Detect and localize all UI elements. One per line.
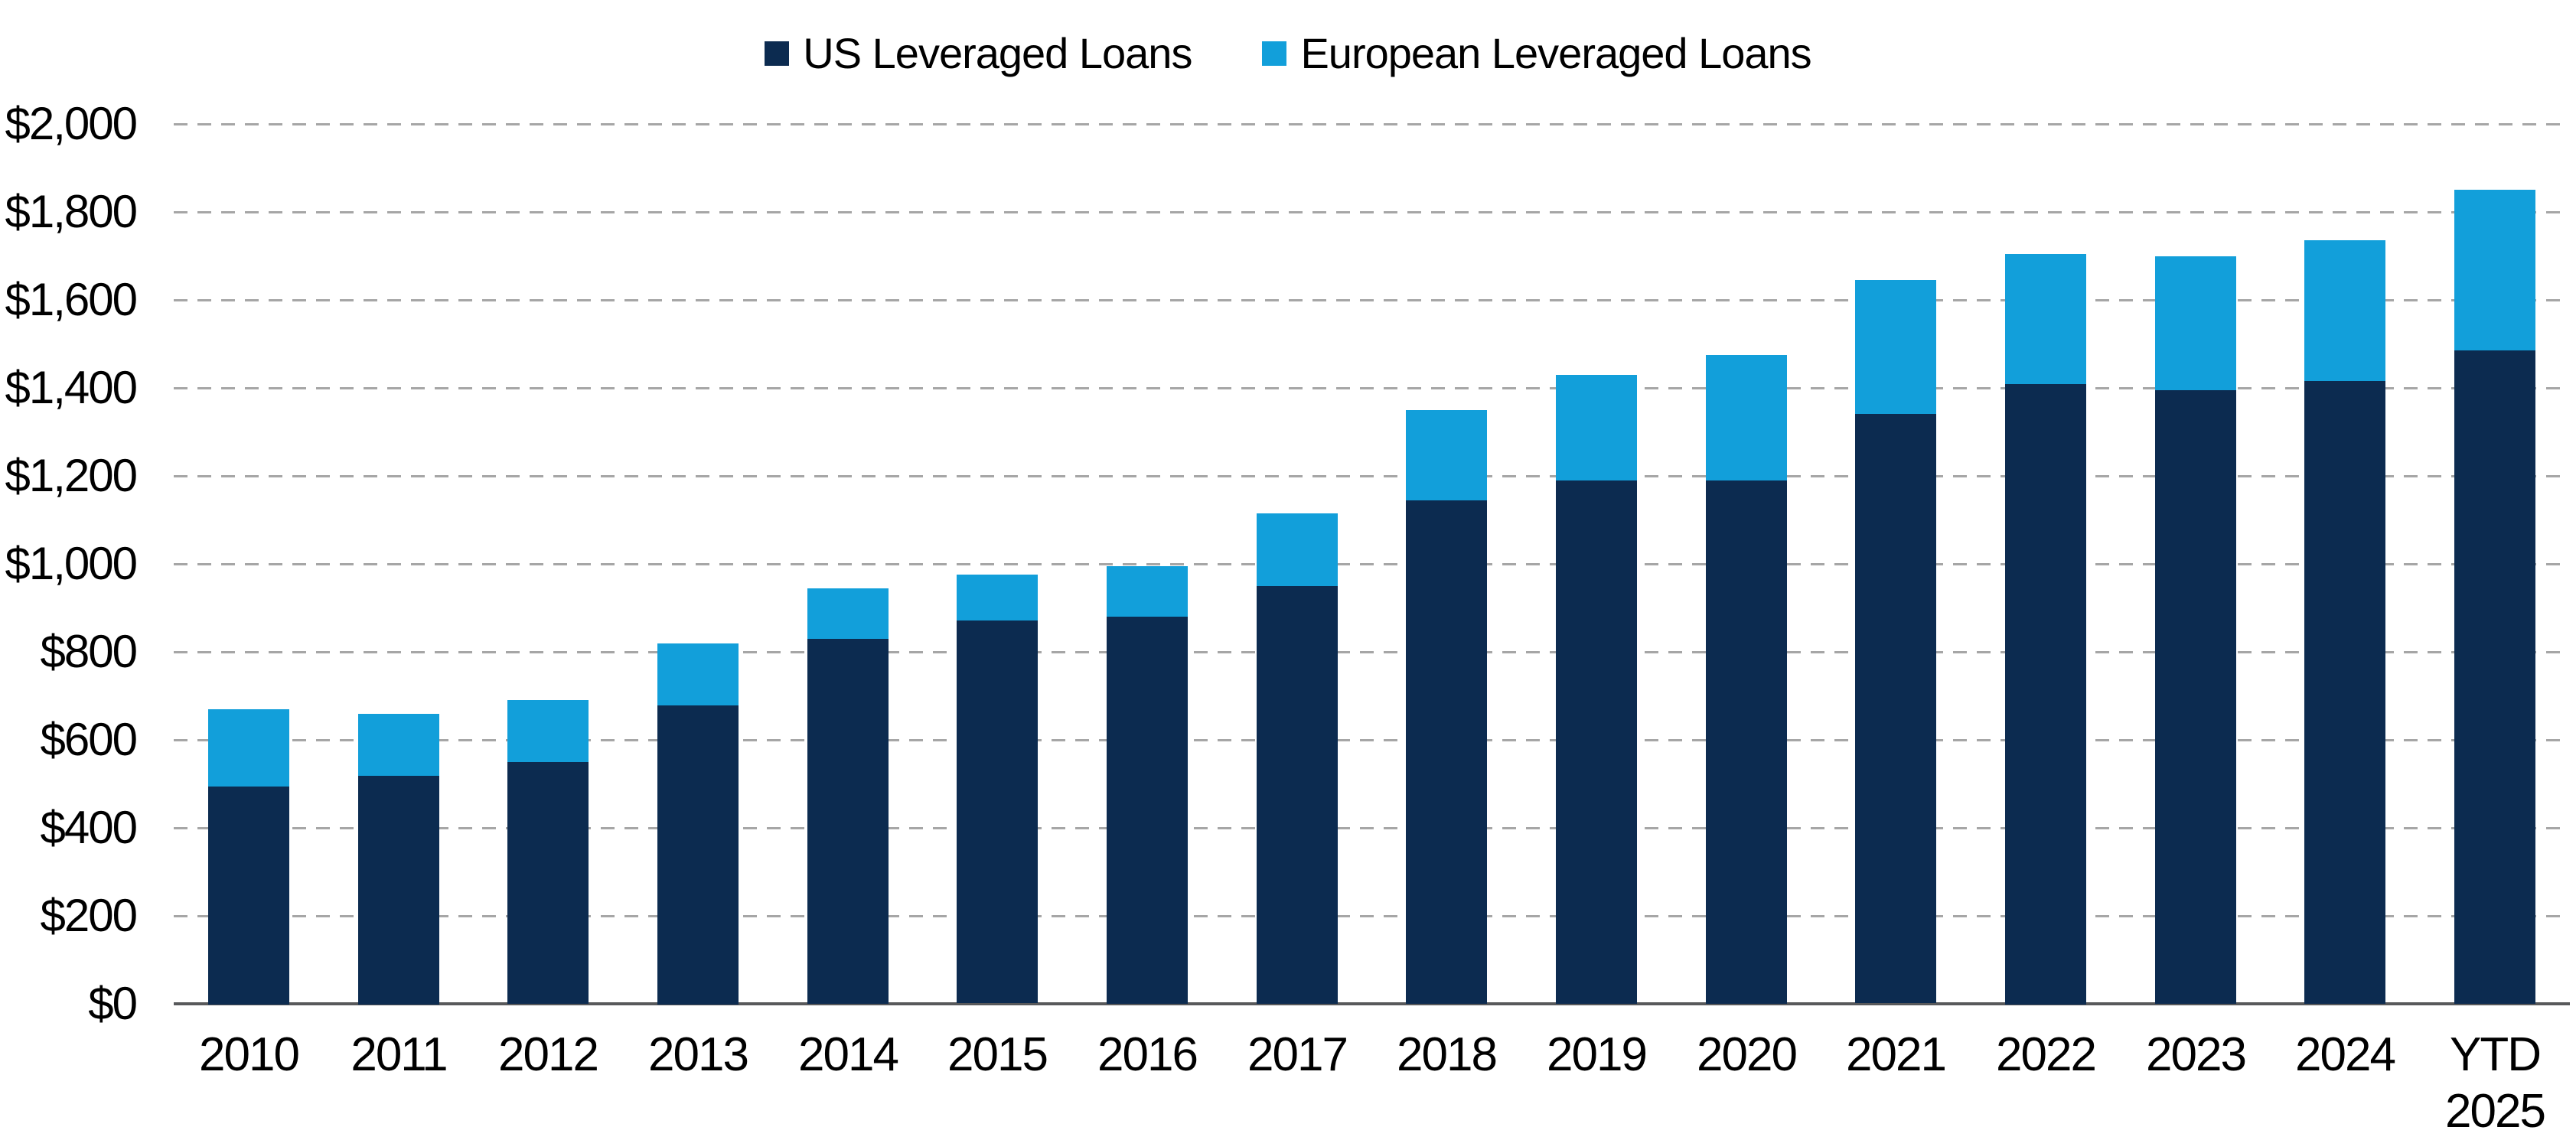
bar-segment-us (358, 776, 439, 1005)
bar-group-2014 (807, 588, 889, 1004)
y-tick-label-1600: $1,600 (5, 274, 138, 325)
bar-segment-us (1107, 617, 1188, 1004)
x-tick-label-2012: 2012 (498, 1028, 599, 1081)
bar-group-2017 (1257, 513, 1338, 1004)
bar-segment-european (208, 709, 289, 787)
legend-swatch-us (765, 41, 790, 66)
x-tick-label-2017: 2017 (1247, 1028, 1348, 1081)
gridline-200 (174, 914, 2570, 917)
bar-segment-european (1107, 566, 1188, 617)
legend-swatch-european (1262, 41, 1287, 66)
x-tick-label-ytd-2025: YTD 2025 (2445, 1028, 2546, 1138)
x-tick-label-2024: 2024 (2295, 1028, 2396, 1081)
x-tick-label-2014: 2014 (798, 1028, 899, 1081)
bar-group-2019 (1556, 375, 1637, 1004)
x-tick-label-2022: 2022 (1996, 1028, 2097, 1081)
y-tick-label-1400: $1,400 (5, 362, 138, 413)
bar-segment-us (1257, 586, 1338, 1004)
bar-group-2010 (208, 709, 289, 1005)
x-axis-line (174, 1002, 2570, 1005)
bar-segment-european (2454, 190, 2535, 350)
bar-group-2020 (1706, 355, 1787, 1004)
bar-segment-european (657, 643, 739, 705)
x-tick-label-2011: 2011 (351, 1028, 448, 1081)
bar-segment-european (957, 575, 1038, 620)
y-tick-label-600: $600 (40, 714, 138, 765)
x-tick-label-2010: 2010 (199, 1028, 300, 1081)
bar-segment-european (1855, 280, 1936, 414)
gridline-1000 (174, 562, 2570, 565)
gridline-1400 (174, 386, 2570, 389)
bar-group-2023 (2155, 256, 2236, 1004)
bar-segment-european (2304, 240, 2385, 381)
bar-group-2015 (957, 575, 1038, 1004)
bar-segment-us (2304, 381, 2385, 1004)
bar-group-2021 (1855, 280, 1936, 1004)
y-tick-label-800: $800 (40, 626, 138, 677)
gridline-1600 (174, 298, 2570, 301)
bar-group-2024 (2304, 240, 2385, 1004)
gridline-2000 (174, 122, 2570, 125)
bar-segment-us (1706, 480, 1787, 1004)
y-tick-label-2000: $2,000 (5, 98, 138, 149)
bar-group-2018 (1406, 410, 1487, 1004)
bar-segment-european (1706, 355, 1787, 480)
bar-segment-us (1406, 500, 1487, 1004)
x-tick-label-2023: 2023 (2146, 1028, 2247, 1081)
bar-segment-european (507, 700, 589, 762)
bar-segment-us (1556, 480, 1637, 1004)
x-tick-label-2019: 2019 (1547, 1028, 1648, 1081)
plot-area (174, 122, 2570, 1005)
bar-segment-european (1406, 410, 1487, 500)
bar-segment-european (2155, 256, 2236, 390)
x-tick-label-2018: 2018 (1397, 1028, 1498, 1081)
y-tick-label-400: $400 (40, 802, 138, 853)
bar-group-2016 (1107, 566, 1188, 1004)
gridline-800 (174, 650, 2570, 653)
y-tick-label-0: $0 (88, 978, 138, 1029)
bar-group-2013 (657, 643, 739, 1005)
bar-segment-us (807, 639, 889, 1004)
y-tick-label-200: $200 (40, 890, 138, 941)
bar-group-2022 (2005, 254, 2086, 1005)
legend-label-us: US Leveraged Loans (803, 29, 1192, 77)
y-tick-label-1000: $1,000 (5, 538, 138, 589)
gridline-600 (174, 738, 2570, 741)
legend: US Leveraged Loans European Leveraged Loa… (0, 31, 2576, 77)
bar-segment-us (1855, 414, 1936, 1003)
bar-segment-us (507, 762, 589, 1004)
bar-segment-european (807, 588, 889, 639)
y-tick-label-1200: $1,200 (5, 450, 138, 501)
legend-item-european: European Leveraged Loans (1262, 29, 1812, 77)
x-tick-label-2015: 2015 (947, 1028, 1048, 1081)
legend-item-us: US Leveraged Loans (765, 31, 1192, 77)
y-tick-label-1800: $1,800 (5, 186, 138, 237)
bar-segment-us (957, 620, 1038, 1003)
x-tick-label-2021: 2021 (1846, 1028, 1947, 1081)
bar-group-2012 (507, 700, 589, 1004)
bar-segment-european (1257, 513, 1338, 586)
bar-segment-european (1556, 375, 1637, 480)
bar-segment-us (2454, 350, 2535, 1004)
bar-segment-us (657, 705, 739, 1005)
bar-segment-us (2155, 390, 2236, 1004)
gridline-1200 (174, 474, 2570, 477)
bar-segment-european (2005, 254, 2086, 384)
bar-segment-us (2005, 384, 2086, 1005)
bar-segment-european (358, 714, 439, 776)
x-tick-label-2013: 2013 (648, 1028, 749, 1081)
legend-label-european: European Leveraged Loans (1300, 29, 1811, 77)
x-tick-label-2016: 2016 (1097, 1028, 1198, 1081)
bar-segment-us (208, 787, 289, 1005)
x-tick-label-2020: 2020 (1697, 1028, 1798, 1081)
gridline-1800 (174, 210, 2570, 213)
bar-group-ytd-2025 (2454, 190, 2535, 1004)
bar-group-2011 (358, 714, 439, 1005)
gridline-400 (174, 826, 2570, 829)
